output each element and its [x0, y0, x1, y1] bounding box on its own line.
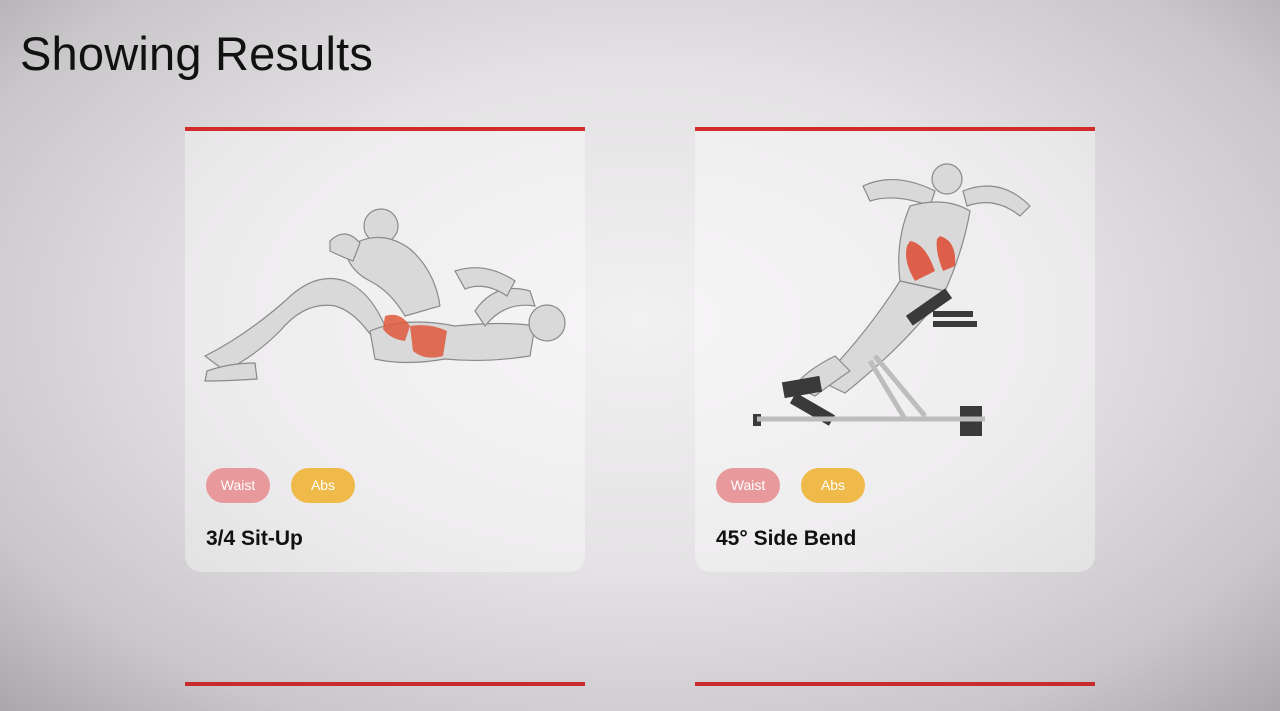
exercise-illustration: [753, 163, 1031, 436]
exercise-illustration: [203, 208, 566, 382]
tag-list: Waist Abs: [716, 468, 865, 503]
tag-list: Waist Abs: [206, 468, 355, 503]
next-card-top-border: [185, 682, 585, 686]
page-title: Showing Results: [20, 27, 374, 80]
tag-abs[interactable]: Abs: [291, 468, 355, 503]
exercise-name[interactable]: 3/4 Sit-Up: [206, 527, 303, 550]
exercise-card-45-side-bend[interactable]: Waist Abs 45° Side Bend: [695, 127, 1095, 572]
tag-abs[interactable]: Abs: [801, 468, 865, 503]
exercise-card-3-4-sit-up[interactable]: Waist Abs 3/4 Sit-Up: [185, 127, 585, 572]
tag-waist[interactable]: Waist: [716, 468, 780, 503]
tag-waist[interactable]: Waist: [206, 468, 270, 503]
exercise-name[interactable]: 45° Side Bend: [716, 527, 857, 550]
next-card-top-border: [695, 682, 1095, 686]
